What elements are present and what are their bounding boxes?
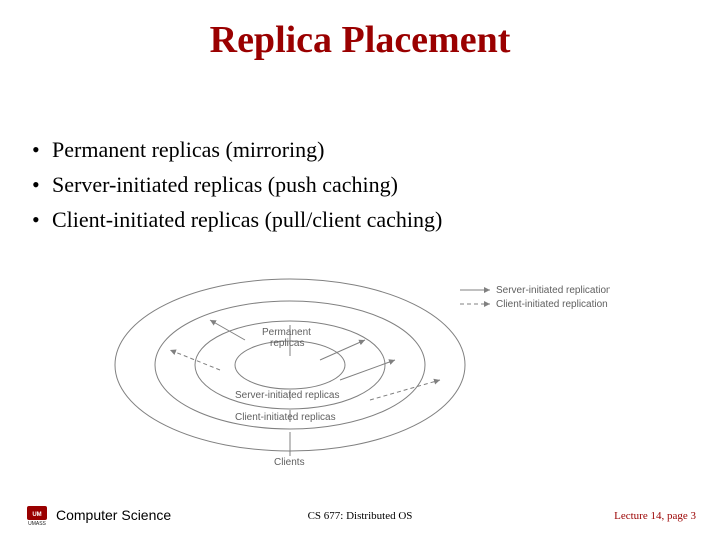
svg-text:Client-initiated replicas: Client-initiated replicas bbox=[235, 412, 336, 423]
svg-text:Server-initiated replicas: Server-initiated replicas bbox=[235, 390, 340, 401]
list-item: Client-initiated replicas (pull/client c… bbox=[28, 205, 442, 236]
list-item: Server-initiated replicas (push caching) bbox=[28, 170, 442, 201]
svg-text:Server-initiated replication: Server-initiated replication bbox=[496, 285, 610, 296]
slide-title: Replica Placement bbox=[0, 18, 720, 62]
replica-diagram: Permanentreplicas Server-initiated replic… bbox=[110, 270, 610, 470]
footer: UM UMASS Computer Science CS 677: Distri… bbox=[0, 496, 720, 526]
bullet-list: Permanent replicas (mirroring) Server-in… bbox=[28, 135, 442, 239]
svg-text:Client-initiated replication: Client-initiated replication bbox=[496, 299, 608, 310]
svg-text:Clients: Clients bbox=[274, 457, 305, 468]
list-item: Permanent replicas (mirroring) bbox=[28, 135, 442, 166]
svg-text:Permanent: Permanent bbox=[262, 327, 311, 338]
svg-text:replicas: replicas bbox=[270, 338, 304, 349]
footer-page-label: Lecture 14, page 3 bbox=[614, 510, 696, 522]
footer-course-label: CS 677: Distributed OS bbox=[0, 510, 720, 522]
